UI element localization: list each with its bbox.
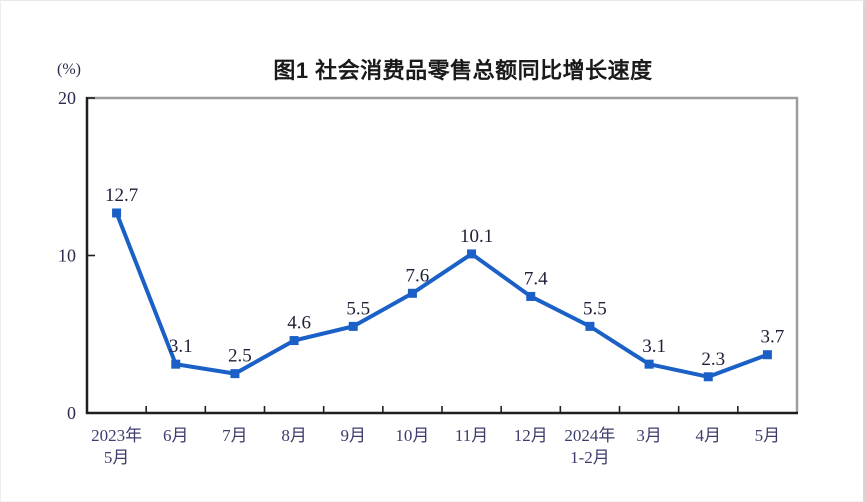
data-point-label: 7.4 [524, 268, 548, 289]
x-tick-label: 5月 [104, 448, 130, 467]
x-tick-label: 1-2月 [570, 448, 610, 467]
y-tick-label: 20 [58, 88, 76, 108]
data-point-marker [526, 291, 536, 301]
x-tick-label: 4月 [696, 426, 722, 445]
x-tick-label: 10月 [395, 426, 429, 445]
data-point-label: 10.1 [460, 226, 493, 247]
data-point-marker [407, 288, 417, 298]
data-point-marker [585, 321, 595, 331]
data-point-label: 5.5 [346, 298, 370, 319]
data-point-marker [467, 249, 477, 259]
trend-line [114, 212, 769, 379]
data-point-marker [289, 336, 299, 346]
data-point-marker [703, 372, 713, 382]
data-point-label: 12.7 [105, 185, 138, 206]
chart-title: 图1 社会消费品零售总额同比增长速度 [273, 58, 653, 83]
x-tick-label: 2024年 [564, 426, 615, 445]
data-point-marker [348, 321, 358, 331]
y-axis-unit-label: (%) [57, 61, 81, 78]
x-tick-label: 2023年 [91, 426, 142, 445]
x-tick-label: 12月 [514, 426, 548, 445]
data-point-marker [762, 350, 772, 360]
data-point-label: 7.6 [406, 265, 430, 286]
data-point-label: 2.5 [228, 346, 252, 367]
data-point-label: 5.5 [583, 298, 607, 319]
x-tick-label: 7月 [222, 426, 248, 445]
x-tick-label: 5月 [755, 426, 781, 445]
data-point-marker [644, 359, 654, 369]
data-point-label: 2.3 [701, 349, 725, 370]
data-point-marker [171, 359, 181, 369]
data-point-label: 4.6 [287, 313, 311, 334]
data-point-marker [230, 369, 240, 379]
x-tick-label: 6月 [163, 426, 189, 445]
y-tick-label: 10 [58, 246, 76, 266]
x-tick-label: 8月 [281, 426, 307, 445]
y-tick-label: 0 [67, 403, 76, 423]
x-tick-label: 9月 [341, 426, 367, 445]
data-point-marker [112, 208, 122, 218]
data-point-label: 3.7 [761, 327, 785, 348]
x-tick-label: 3月 [636, 426, 662, 445]
data-point-label: 3.1 [642, 336, 666, 357]
data-point-label: 3.1 [169, 336, 193, 357]
x-tick-label: 11月 [455, 426, 488, 445]
